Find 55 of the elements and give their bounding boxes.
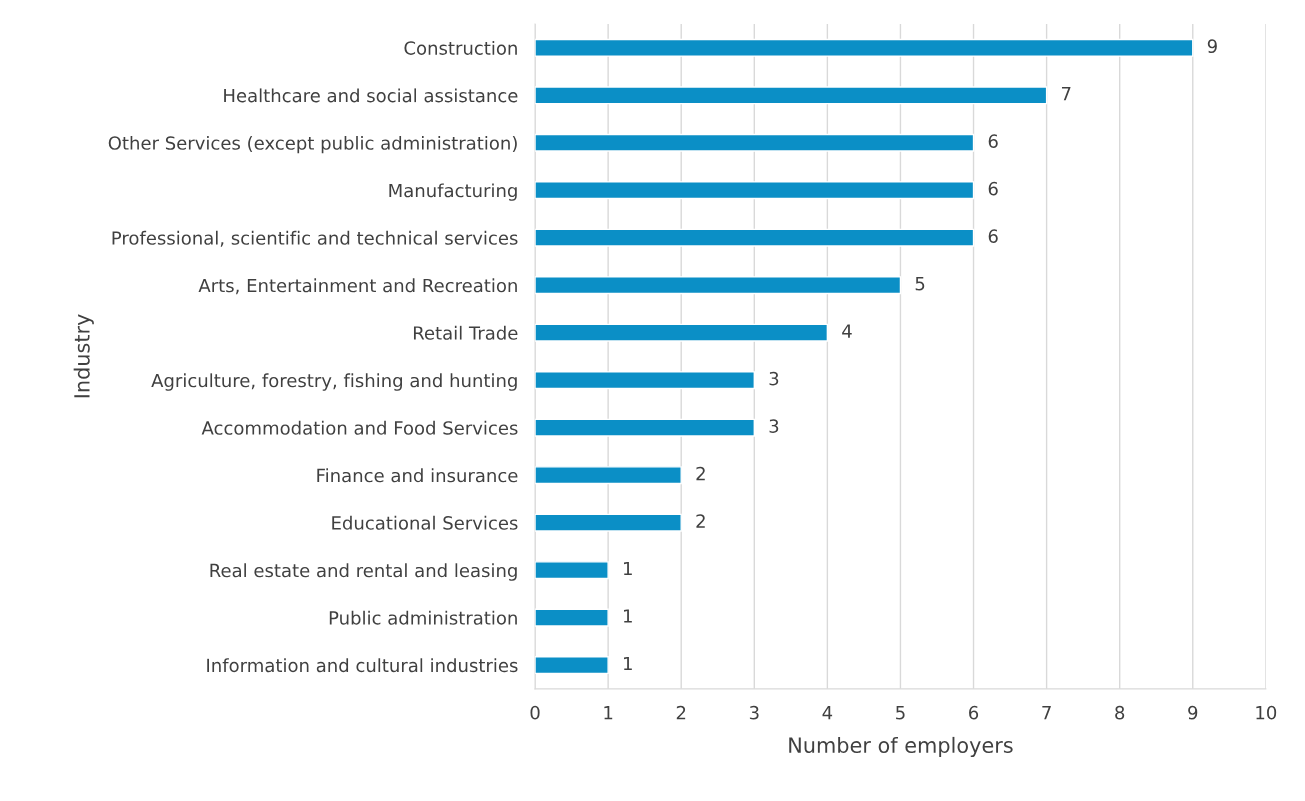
data-label: 6 (988, 134, 998, 148)
bar (535, 513, 682, 532)
y-tick-label: Finance and insurance (317, 468, 518, 483)
x-tick-label: 8 (1115, 705, 1125, 720)
bar (535, 561, 609, 580)
data-label: 6 (988, 229, 998, 243)
data-label: 1 (624, 609, 632, 623)
data-label: 3 (769, 419, 779, 433)
y-axis-title: Industry (73, 314, 94, 398)
y-tick-label: Arts, Entertainment and Recreation (198, 278, 517, 295)
data-label: 4 (842, 324, 852, 338)
x-tick-label: 0 (530, 705, 540, 720)
y-tick-label: Accommodation and Food Services (201, 420, 518, 435)
x-tick-label: 10 (1256, 705, 1277, 720)
y-tick-label: Agriculture, forestry, fishing and hunting (151, 373, 517, 391)
y-tick-label: Educational Services (332, 515, 518, 530)
data-label: 7 (1061, 87, 1071, 101)
x-tick-label: 9 (1188, 705, 1198, 720)
data-label: 2 (696, 514, 705, 528)
x-tick-label: 6 (969, 705, 979, 720)
y-tick-label: Retail Trade (413, 325, 518, 340)
x-tick-label: 3 (749, 705, 759, 720)
data-label: 1 (624, 656, 632, 671)
bar (535, 228, 975, 247)
bar (535, 608, 609, 627)
bar (535, 656, 609, 675)
bar (535, 181, 975, 200)
y-tick-label: Manufacturing (389, 183, 517, 201)
bar (535, 371, 755, 390)
x-tick-label: 4 (822, 706, 833, 720)
data-label: 9 (1207, 39, 1217, 54)
bar (535, 38, 1194, 57)
x-tick-label: 1 (604, 706, 613, 720)
y-tick-label: Healthcare and social assistance (224, 88, 518, 103)
x-tick-label: 5 (896, 706, 905, 720)
data-label: 3 (769, 371, 779, 386)
bar (535, 323, 829, 342)
y-tick-label: Information and cultural industries (207, 658, 518, 673)
y-tick-label: Public administration (329, 610, 517, 625)
y-tick-label: Professional, scientific and technical services (112, 230, 518, 247)
data-label: 2 (696, 466, 705, 481)
x-tick-label: 2 (676, 705, 686, 720)
x-tick-label: 7 (1042, 706, 1051, 720)
y-tick-label: Other Services (except public administration) (108, 135, 517, 154)
data-label: 5 (915, 277, 925, 291)
bar (535, 418, 755, 437)
bar (535, 276, 902, 295)
bar (535, 86, 1048, 105)
y-tick-label: Construction (404, 40, 517, 55)
y-tick-label: Real estate and rental and leasing (210, 563, 517, 581)
data-label: 1 (624, 561, 632, 576)
bar (535, 466, 682, 485)
x-axis-title: Number of employers (789, 736, 1013, 758)
bar (535, 133, 975, 152)
data-label: 6 (988, 181, 998, 196)
